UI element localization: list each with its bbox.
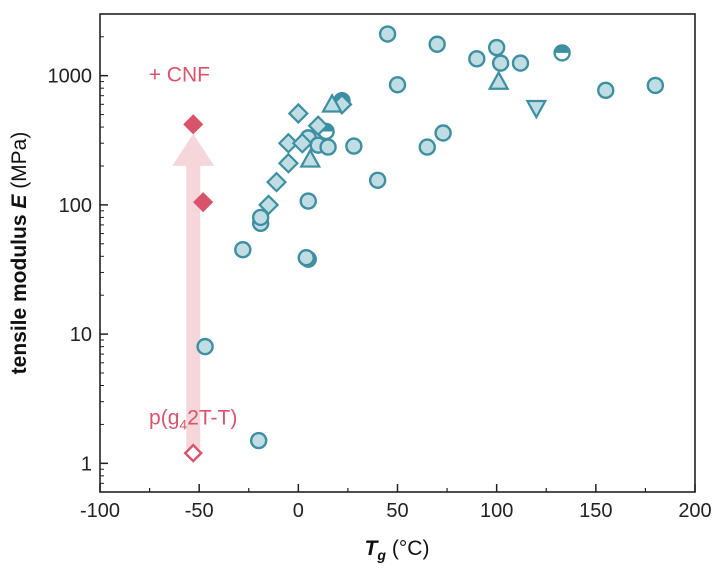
arrow-head [172,133,215,166]
annotation-polymer-text-a: p(g [149,406,179,429]
x-tick-label: 150 [579,500,612,522]
data-point-circle [597,81,615,100]
annotation-cnf: + CNF [149,64,210,87]
x-tick-label: 50 [386,500,408,522]
data-point-circle [345,137,363,155]
data-point-circle [196,337,214,356]
arrow-shaft [186,163,201,449]
points-layer [183,25,665,463]
data-point-triangle-up [299,148,322,168]
y-axis: 1 10 100 1000 [48,13,108,493]
annotation-polymer: p(g42T-T) [149,406,237,432]
x-tick-label: -50 [185,500,214,522]
y-tick-label: 1000 [48,66,93,88]
data-point-circle [319,138,337,156]
data-point-circle-half [553,44,571,62]
x-axis-title: Tg (°C) [365,537,430,563]
data-point-circle [418,138,436,156]
data-point-circle [487,38,506,57]
data-point-cnf [183,114,204,135]
data-point-circle [646,76,665,95]
data-point-circle [388,76,407,94]
data-point-circle [249,431,268,450]
data-point-circle [251,208,270,227]
x-tick-label: 100 [480,500,513,522]
y-axis-title-unit: (MPa) [8,132,31,195]
y-tick-label: 100 [59,195,92,217]
data-point-diamond [258,194,280,216]
data-point-cnf [193,192,214,213]
data-point-polymer [183,443,203,463]
annotation-polymer-text-b: 2T-T) [187,406,237,429]
annotation-cnf-text: + CNF [149,64,210,87]
x-tick-label: 200 [678,500,711,522]
data-point-diamond [277,132,299,154]
data-point-diamond [265,171,288,193]
x-axis: -100 -50 0 50 100 150 200 [80,484,712,522]
data-point-diamond [307,115,329,137]
data-point-circle [368,171,387,189]
arrow-layer [172,133,215,449]
data-point-circle [378,25,397,43]
y-axis-title-var: E [8,194,31,209]
data-point-diamond [277,152,299,174]
data-point-circle [299,192,317,210]
data-point-circle [434,124,452,142]
data-point-circle [511,54,530,72]
annotation-polymer-text-sub: 4 [179,416,187,432]
data-point-diamond [291,132,313,154]
y-tick-label: 1 [81,453,92,475]
y-axis-title-main: tensile modulus [8,209,31,375]
x-tick-label: 0 [293,500,304,522]
data-point-circle [234,240,252,259]
x-axis-title-sub: g [376,547,386,563]
data-point-triangle-up [321,93,343,113]
data-point-triangle-down [525,99,548,120]
data-point-triangle-up [487,70,510,90]
data-point-diamond [287,102,309,125]
x-axis-title-main: T [365,537,380,560]
data-point-circle [428,35,446,53]
data-point-circle [297,249,315,267]
x-axis-title-unit: (°C) [392,537,430,560]
data-point-circle [491,54,510,72]
y-tick-label: 10 [70,324,92,346]
data-point-circle [468,50,486,68]
x-tick-label: -100 [80,500,120,522]
y-axis-title: tensile modulus E (MPa) [8,132,31,375]
